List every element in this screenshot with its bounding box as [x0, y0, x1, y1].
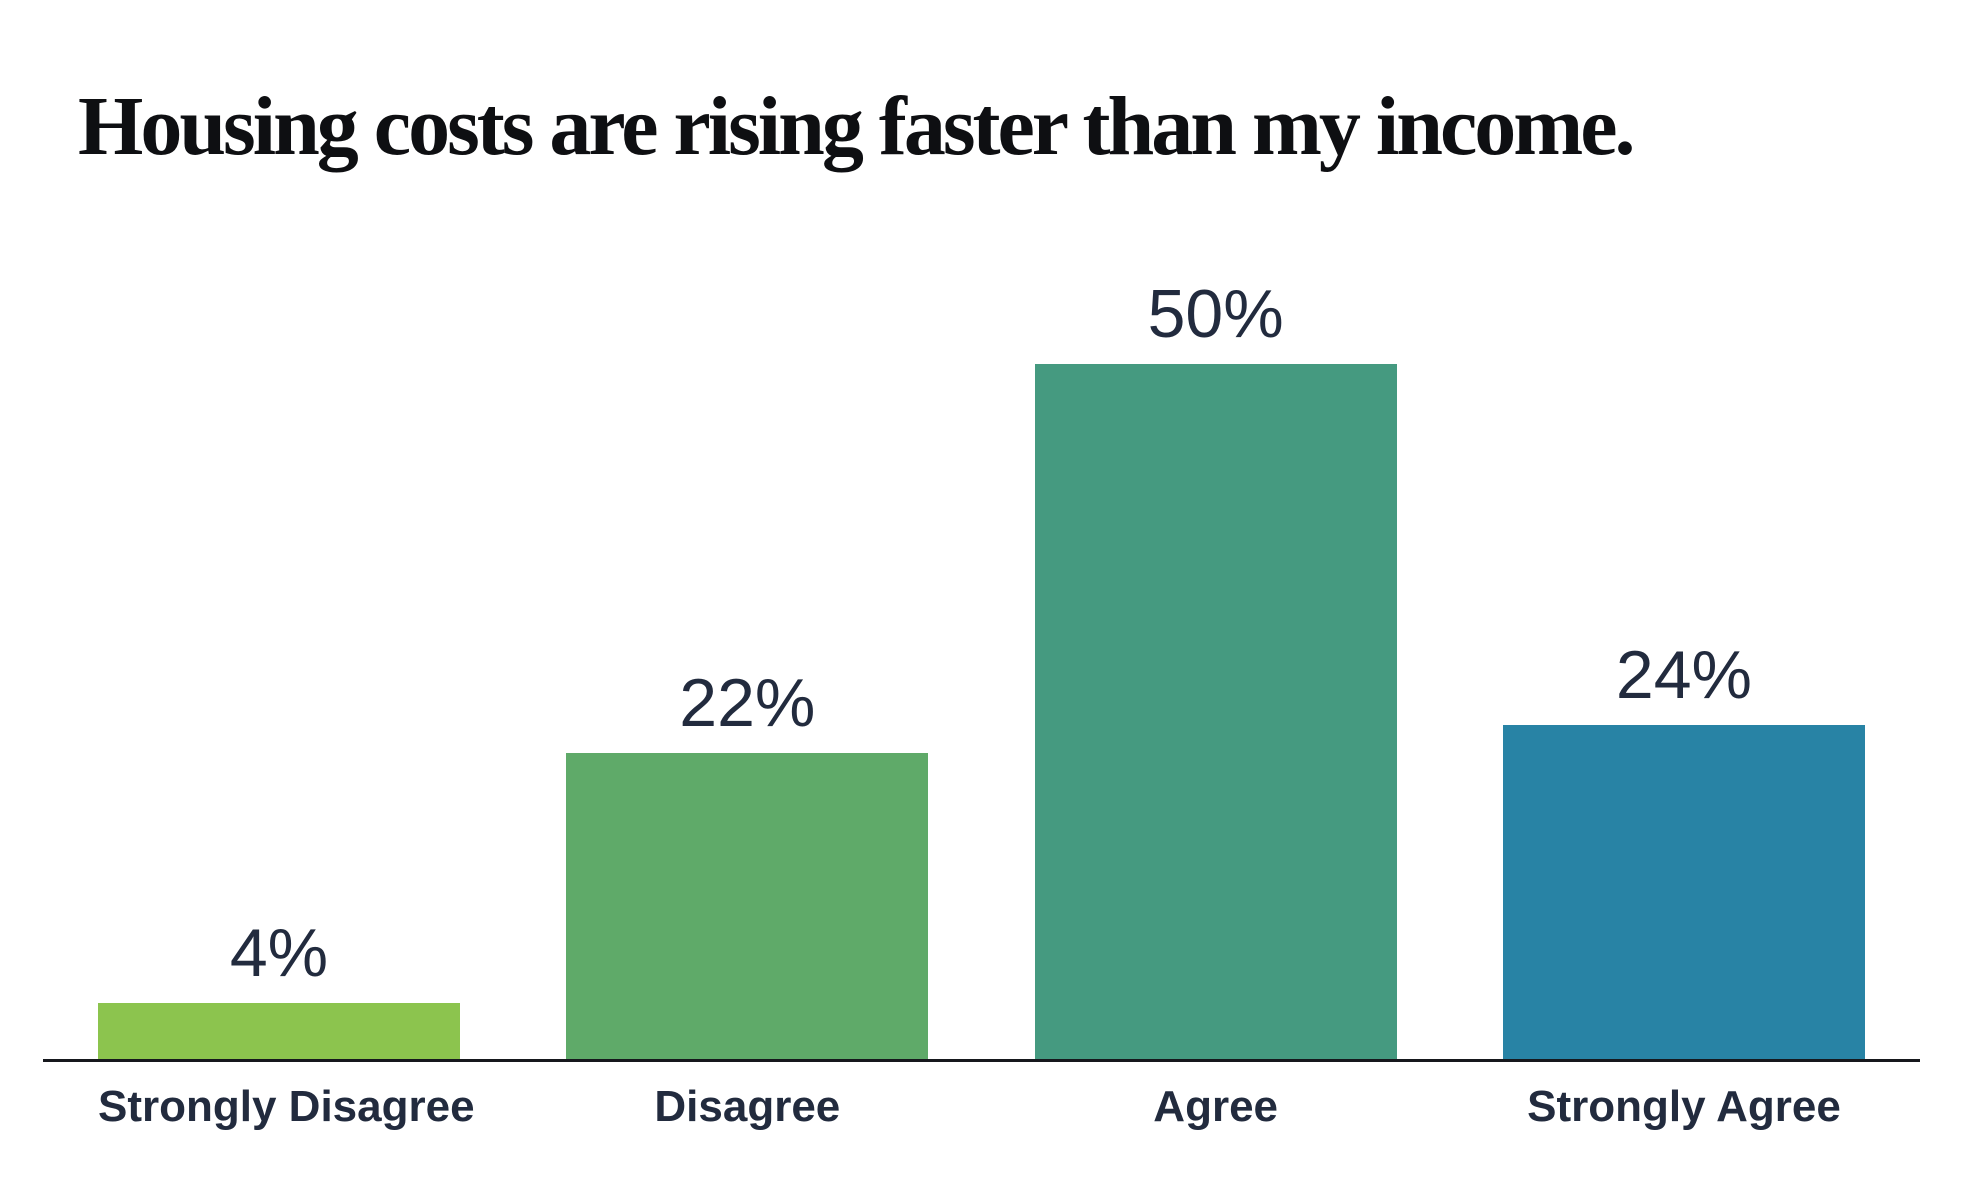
- x-axis-label-disagree: Disagree: [654, 1082, 841, 1131]
- bar-disagree: [566, 753, 929, 1059]
- x-axis-label-agree: Agree: [1153, 1082, 1279, 1131]
- bar-group-strongly-agree: 24%: [1502, 637, 1865, 1059]
- bar-agree: [1034, 364, 1397, 1059]
- bars-row: 4% 22% 50% 24%: [98, 170, 1865, 1059]
- bar-chart: 4% 22% 50% 24% Strongly Disagree Disagre…: [43, 170, 1920, 1131]
- x-axis-label-strongly-disagree: Strongly Disagree: [98, 1082, 475, 1131]
- page-title: Housing costs are rising faster than my …: [78, 80, 1636, 174]
- value-label-strongly-agree: 24%: [1615, 637, 1753, 713]
- x-axis-labels: Strongly Disagree Disagree Agree Strongl…: [98, 1082, 1865, 1131]
- bar-strongly-disagree: [98, 1003, 460, 1059]
- value-label-strongly-disagree: 4%: [229, 915, 329, 991]
- value-label-agree: 50%: [1147, 276, 1284, 352]
- bar-group-disagree: 22%: [566, 665, 929, 1059]
- bar-group-agree: 50%: [1034, 276, 1397, 1059]
- bar-group-strongly-disagree: 4%: [98, 919, 460, 1059]
- value-label-disagree: 22%: [679, 665, 816, 741]
- bar-strongly-agree: [1502, 725, 1865, 1059]
- x-axis-label-strongly-agree: Strongly Agree: [1527, 1082, 1841, 1131]
